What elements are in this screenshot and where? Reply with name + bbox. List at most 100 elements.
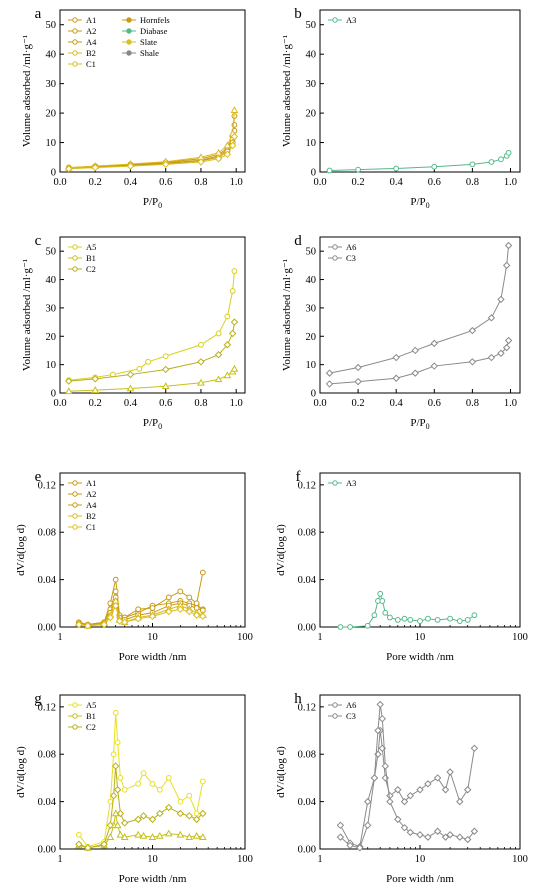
data-point: [111, 601, 120, 610]
y-tick-label: 10: [46, 138, 57, 149]
data-point: [197, 358, 205, 366]
data-point: [65, 165, 73, 173]
data-point: [120, 833, 129, 840]
y-tick-label: 0.08: [298, 528, 316, 539]
legend-label: C1: [86, 59, 96, 69]
y-axis-label: dV/d(log d): [15, 524, 27, 576]
legend-marker: [72, 480, 78, 486]
data-point: [114, 739, 121, 746]
data-point: [120, 819, 129, 827]
data-point: [355, 166, 361, 173]
series-A3: [337, 590, 478, 630]
data-point: [193, 600, 200, 607]
data-point: [430, 339, 438, 348]
legend-label: C3: [346, 711, 356, 721]
series-line: [68, 270, 235, 381]
y-axis-label: Volume adsorbed /ml·g⁻¹: [21, 259, 33, 371]
series-line: [339, 730, 475, 848]
data-point: [106, 613, 115, 622]
y-tick-label: 10: [306, 138, 317, 149]
data-point: [126, 370, 135, 379]
panel-b: b 0.0 0.2 0.4 0.6 0.8 1.0 0 10 20 30 40 50 P/P0 Volume…: [281, 6, 521, 210]
data-point: [424, 833, 432, 841]
data-point: [470, 827, 479, 835]
y-tick-label: 0.12: [38, 702, 56, 713]
legend: A3: [328, 15, 356, 25]
data-point: [447, 615, 454, 622]
data-point: [91, 375, 99, 383]
y-axis-label: Volume adsorbed /ml·g⁻¹: [281, 259, 293, 371]
legend-marker: [126, 17, 132, 23]
data-point: [75, 620, 83, 629]
y-tick-label: 0.04: [298, 797, 317, 808]
legend-marker: [72, 513, 78, 519]
data-point: [378, 714, 387, 723]
y-tick-label: 0.08: [38, 528, 56, 539]
y-tick-label: 0.12: [38, 480, 56, 491]
data-point: [325, 380, 334, 388]
data-point: [165, 775, 172, 781]
data-point: [199, 778, 206, 785]
data-point: [394, 815, 402, 824]
data-point: [176, 605, 185, 613]
data-point: [84, 844, 92, 852]
data-point: [192, 611, 201, 619]
data-point: [223, 371, 232, 379]
panel-label: c: [35, 233, 42, 249]
y-tick-label: 40: [46, 50, 57, 61]
data-point: [230, 132, 239, 141]
data-point: [165, 607, 173, 616]
legend-marker: [72, 524, 78, 530]
data-point: [229, 287, 236, 294]
data-point: [199, 569, 206, 576]
data-point: [504, 336, 513, 345]
data-point: [386, 797, 394, 806]
data-point: [400, 797, 409, 806]
y-axis-label: Volume adsorbed /ml·g⁻¹: [281, 35, 293, 147]
data-point: [228, 329, 237, 338]
data-point: [107, 798, 114, 805]
legend-label: A2: [86, 26, 96, 36]
legend-label: A6: [346, 700, 356, 710]
data-point: [198, 341, 204, 348]
data-point: [121, 786, 128, 793]
x-tick-label: 0.4: [124, 177, 138, 188]
data-point: [379, 598, 386, 604]
data-point: [161, 382, 170, 389]
legend-marker: [332, 17, 338, 23]
x-tick-label: 0.8: [194, 177, 207, 188]
legend-marker: [72, 502, 78, 508]
data-point: [325, 369, 334, 377]
data-point: [156, 809, 164, 818]
y-tick-label: 0.08: [38, 750, 56, 761]
data-point: [136, 365, 143, 372]
x-tick-label: 0.6: [159, 177, 172, 188]
data-point: [192, 815, 201, 824]
panel-label: h: [294, 691, 302, 707]
y-tick-label: 0.00: [38, 845, 56, 856]
panel-h: h 1 10 100 0.00 0.04 0.08 0.12 Pore width /nm dV/…: [275, 691, 528, 885]
data-point: [416, 831, 424, 839]
legend-label: A3: [346, 478, 356, 488]
legend-marker: [72, 491, 78, 497]
y-tick-label: 40: [46, 275, 57, 286]
data-point: [498, 156, 504, 163]
data-point: [199, 809, 207, 818]
data-point: [386, 614, 393, 621]
y-tick-label: 50: [46, 247, 57, 258]
x-tick-label: 0.0: [53, 177, 66, 188]
data-point: [165, 594, 172, 601]
data-point: [336, 821, 345, 830]
data-point: [113, 821, 122, 829]
data-point: [148, 612, 157, 621]
x-axis-label: Pore width /nm: [119, 873, 187, 885]
data-point: [326, 167, 333, 174]
data-point: [223, 141, 232, 149]
x-tick-label: 0.6: [428, 398, 441, 409]
panel-label: b: [294, 6, 302, 22]
legend-label: Diabase: [140, 26, 168, 36]
x-tick-label: 1: [317, 854, 322, 865]
data-point: [162, 365, 170, 374]
